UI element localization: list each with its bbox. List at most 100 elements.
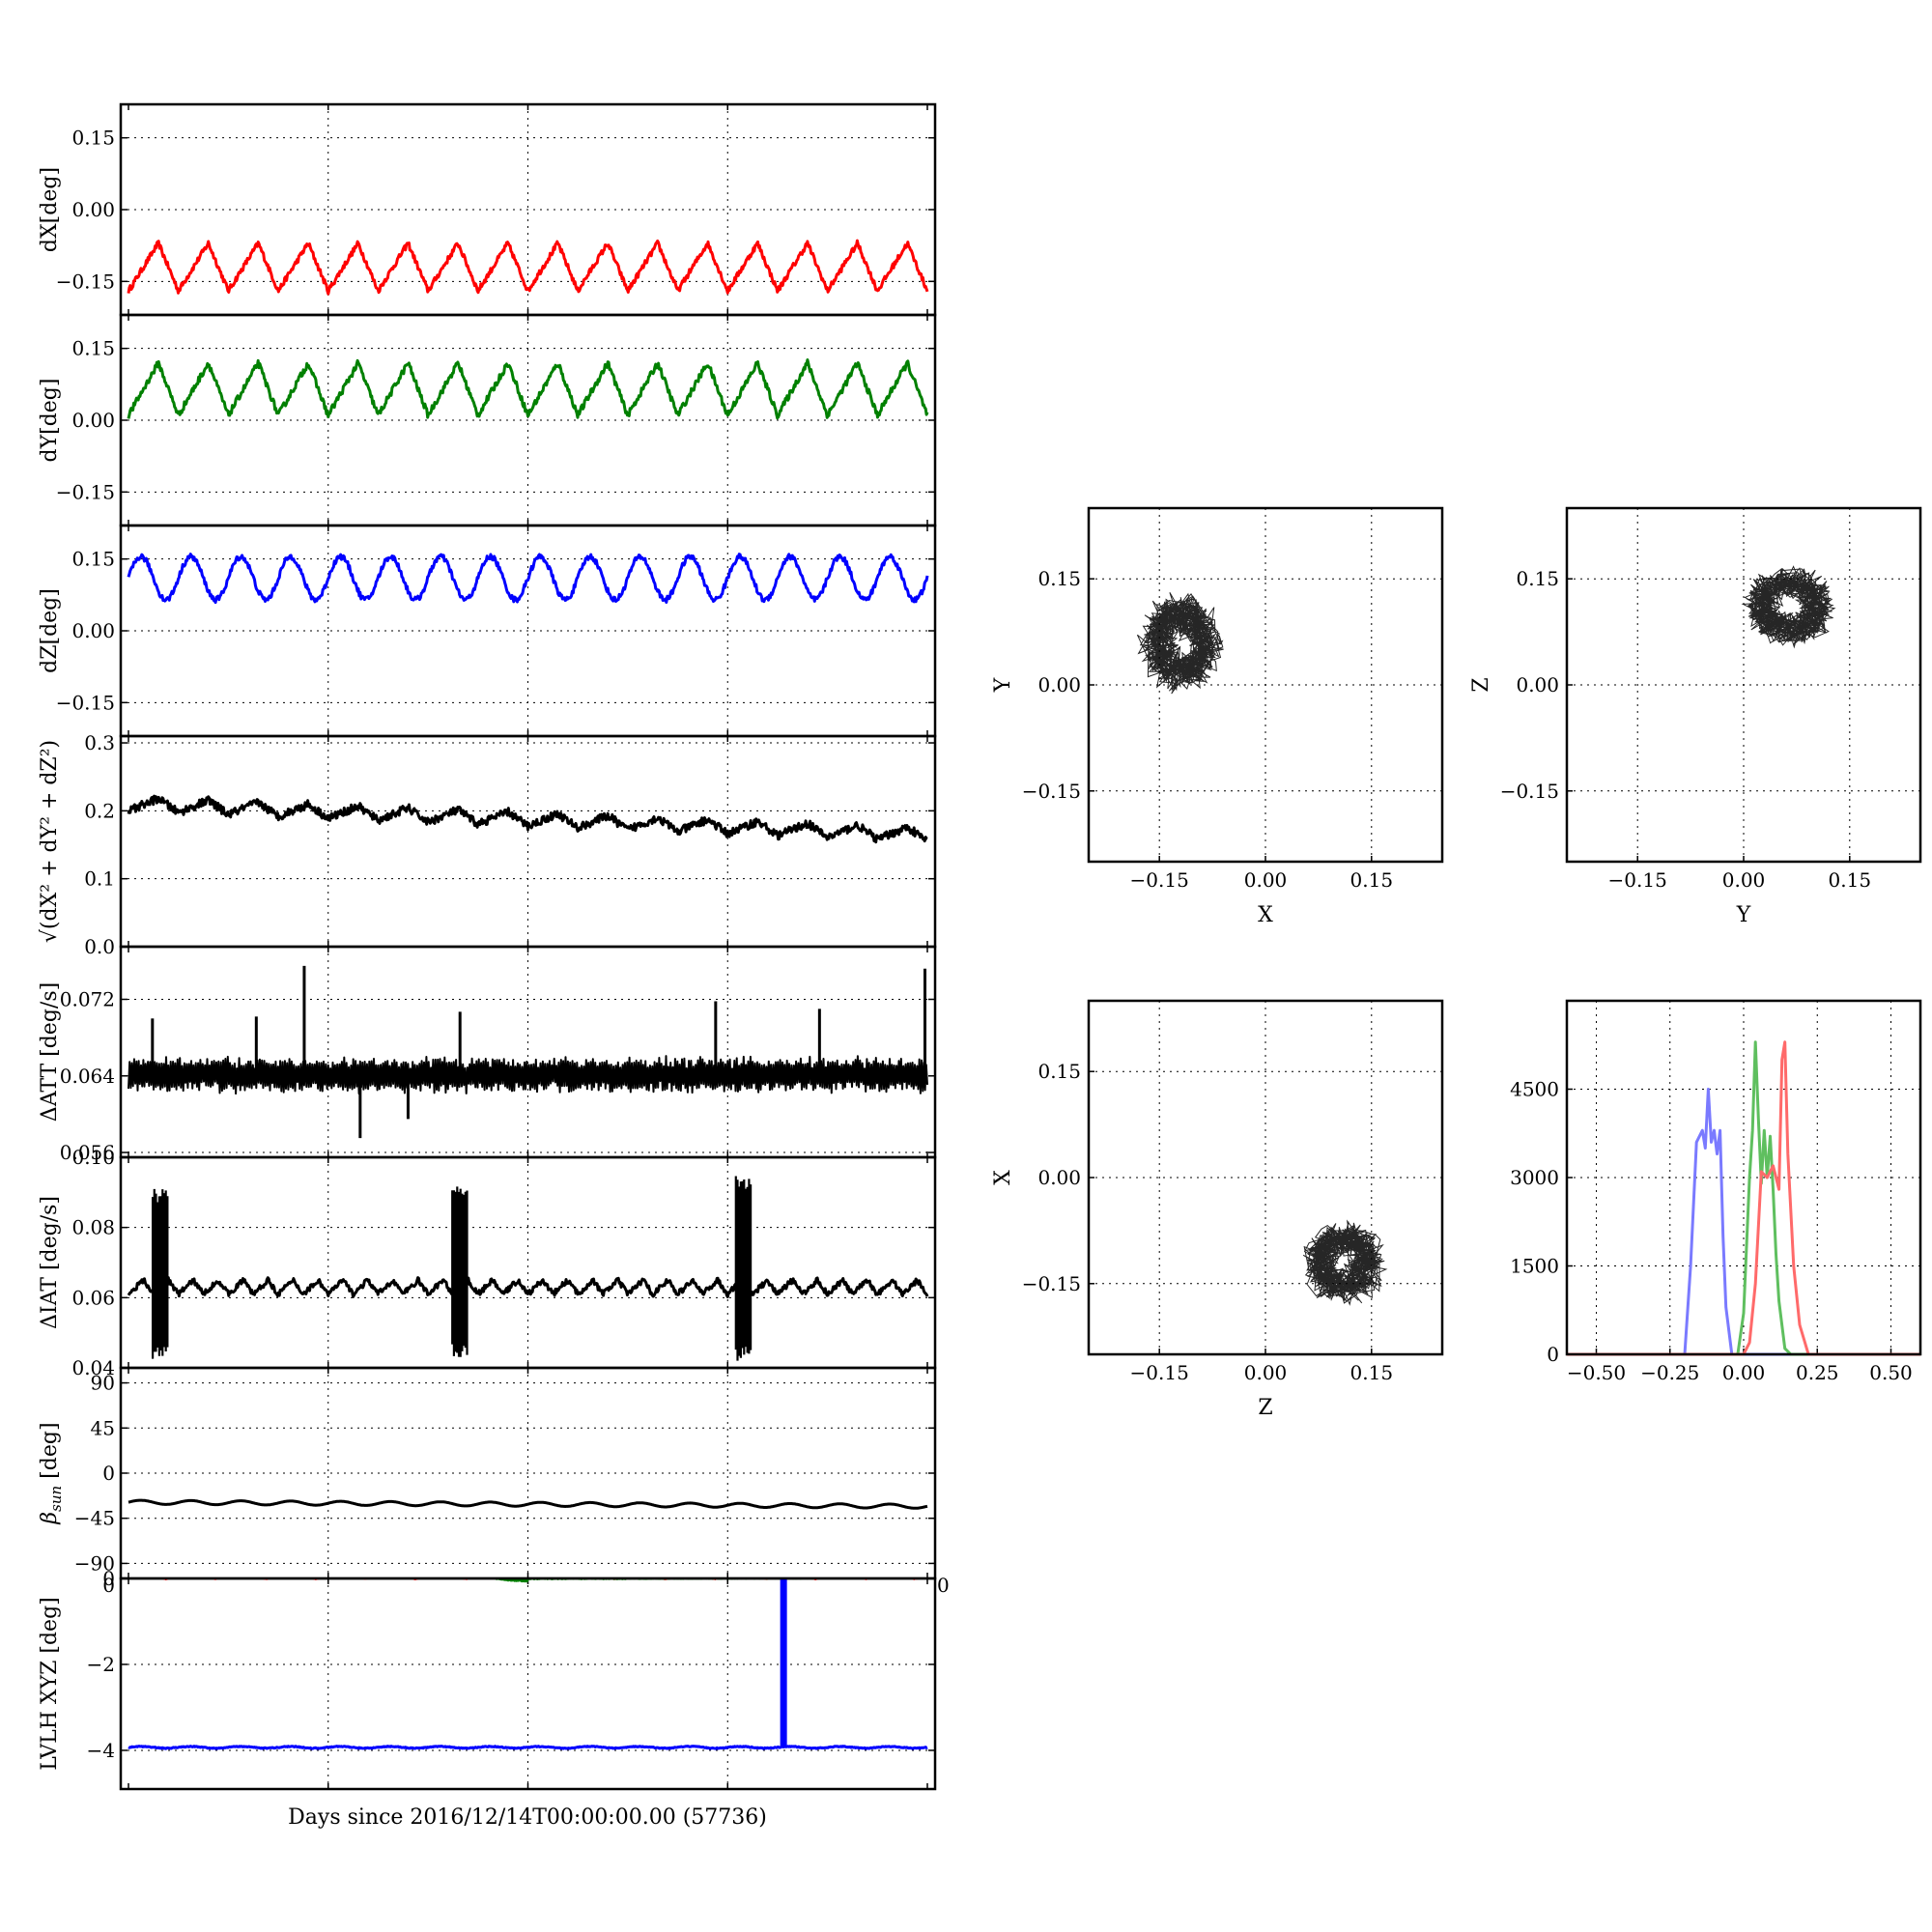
ytick-label: −0.15: [56, 691, 115, 714]
ytick-label: 4500: [1510, 1078, 1559, 1101]
time-axis-label: Days since 2016/12/14T00:00:00.00 (57736…: [288, 1805, 767, 1830]
ytick-label: −2: [87, 1653, 115, 1676]
ytick-label: 0.04: [71, 1356, 115, 1379]
panel-frame: [119, 945, 937, 1159]
series-group: [127, 553, 929, 605]
trajectory-cloud: [1302, 1219, 1388, 1306]
ytick-label: 0.15: [71, 548, 115, 571]
trajectory-cloud: [1136, 592, 1224, 695]
panel-xy: −0.15 0.00 0.15 −0.15 0.00 0.15 X Y: [991, 506, 1444, 927]
xtick-label: −0.15: [1130, 868, 1189, 892]
panel-frame: [119, 1155, 937, 1370]
hist-line-hist_red: [1567, 1040, 1920, 1356]
ytick-label: 0.2: [84, 799, 115, 822]
ylabel: dZ[deg]: [38, 588, 62, 673]
xtick-label: 0.15: [1829, 868, 1872, 892]
panel-frame: [119, 1577, 937, 1791]
series-group: [127, 794, 928, 844]
ytick-label: 0.00: [71, 198, 115, 221]
ytick-label: 0.00: [71, 409, 115, 432]
hist-line-hist_blue: [1567, 1088, 1920, 1356]
panel-yz: −0.15 0.00 0.15 −0.15 0.00 0.15 Y Z: [1469, 506, 1922, 927]
ytick-label: 0.072: [60, 988, 115, 1011]
ytick-label: 0.00: [1516, 673, 1559, 696]
ytick-label: 0: [102, 1462, 115, 1485]
ylabel: βsun [deg]: [38, 1422, 65, 1524]
top-left-tick: 0: [102, 1574, 115, 1597]
ytick-label: 0.15: [1037, 1060, 1081, 1083]
series-line-blue: [128, 1745, 928, 1750]
ytick-label: 0.064: [60, 1065, 115, 1088]
panel-frame: [1087, 506, 1444, 864]
panel-zx: −0.15 0.00 0.15 −0.15 0.00 0.15 Z X: [991, 999, 1444, 1420]
ytick-label: 3000: [1510, 1166, 1559, 1189]
ytick-label: 0.3: [84, 731, 115, 754]
xtick-label: 0.15: [1350, 868, 1394, 892]
xtick-label: 0.00: [1722, 1361, 1766, 1384]
ytick-label: 0: [1547, 1343, 1559, 1366]
series-line-black: [127, 1276, 929, 1298]
ytick-label: 1500: [1510, 1255, 1559, 1278]
panel-frame: [1565, 999, 1922, 1356]
panel-mag: 0.0 0.1 0.2 0.3 √(dX² + dY² + dZ²): [38, 731, 937, 958]
panel-dy: −0.15 0.00 0.15 dY[deg]: [38, 313, 937, 527]
xtick-label: 0.25: [1796, 1361, 1839, 1384]
hist-line-hist_green: [1567, 1040, 1920, 1356]
series-line-black: [128, 1055, 928, 1095]
xtick-label: 0.00: [1722, 868, 1766, 892]
xtick-label: 0.50: [1869, 1361, 1913, 1384]
ytick-label: 0.00: [1037, 673, 1081, 696]
ytick-label: 45: [91, 1416, 115, 1439]
ytick-label: −0.15: [1500, 780, 1559, 803]
panel-dz: −0.15 0.00 0.15 dZ[deg]: [38, 524, 937, 738]
ylabel: ΔATT [deg/s]: [38, 982, 62, 1122]
ytick-label: 0.00: [71, 619, 115, 642]
ytick-label: −45: [74, 1507, 115, 1530]
ylabel: Y: [991, 677, 1015, 693]
panel-hist: −0.50 −0.25 0.00 0.25 0.50 0 1500 3000 4500: [1510, 999, 1922, 1384]
ylabel: dX[deg]: [38, 167, 62, 252]
panel-frame: [1087, 999, 1444, 1356]
ytick-label: 0.10: [71, 1146, 115, 1169]
ytick-label: −0.15: [1022, 1272, 1081, 1295]
xtick-label: −0.15: [1608, 868, 1667, 892]
panel-frame: [119, 734, 937, 949]
ytick-label: 0.15: [1516, 567, 1559, 590]
ylabel-part: sun: [47, 1486, 65, 1512]
xtick-label: −0.15: [1130, 1361, 1189, 1384]
series-line-black: [128, 1498, 928, 1510]
trajectory-cloud: [1741, 565, 1836, 649]
panels-group: −0.150.000.15dX[deg]−0.150.000.15dY[deg]…: [38, 102, 1922, 1791]
panel-beta: −90 −45 0 45 90 βsun [deg]: [38, 1366, 937, 1580]
xtick-label: 0.00: [1244, 1361, 1288, 1384]
ylabel: X: [991, 1170, 1015, 1185]
ytick-label: 0.15: [71, 337, 115, 360]
xlabel: X: [1258, 903, 1273, 927]
ylabel: Z: [1469, 677, 1493, 692]
ytick-label: 0.00: [1037, 1166, 1081, 1189]
series-group: [127, 358, 929, 420]
series-line-green: [127, 358, 929, 420]
series-group: [127, 1176, 929, 1361]
ylabel: dY[deg]: [38, 379, 62, 463]
ylabel: ΔIAT [deg/s]: [38, 1196, 62, 1329]
series-group: [128, 1498, 928, 1510]
ylabel: √(dX² + dY² + dZ²): [38, 740, 62, 943]
xtick-label: 0.15: [1350, 1361, 1394, 1384]
series-group: [128, 1578, 928, 1750]
ytick-label: −0.15: [1022, 780, 1081, 803]
xtick-label: 0.00: [1244, 868, 1288, 892]
ytick-label: 90: [91, 1372, 115, 1395]
series-line-blue: [127, 553, 929, 605]
panel-dx: −0.15 0.00 0.15 dX[deg]: [38, 102, 937, 317]
ytick-label: 0.06: [71, 1286, 115, 1309]
ylabel: LVLH XYZ [deg]: [38, 1597, 62, 1771]
ytick-label: 0: [102, 1567, 115, 1590]
xtick-label: −0.50: [1567, 1361, 1626, 1384]
ylabel-part: [deg]: [38, 1422, 62, 1485]
ylabel-part: β: [38, 1512, 62, 1525]
ytick-label: 0.0: [84, 935, 115, 958]
ytick-label: 0.08: [71, 1216, 115, 1239]
